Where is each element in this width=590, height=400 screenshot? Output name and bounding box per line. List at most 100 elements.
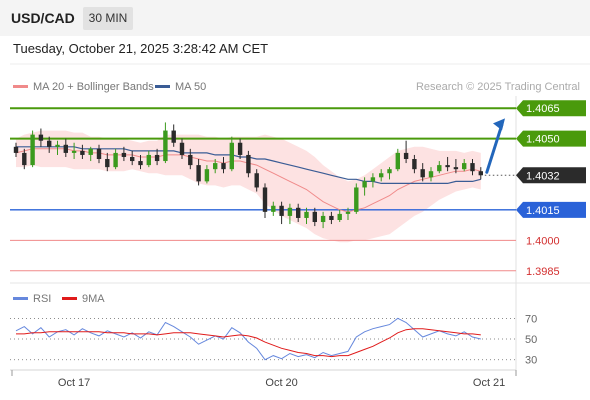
candle [320,211,326,229]
candle-body [445,165,450,168]
candle [63,138,68,157]
resistance-label: 1.4065 [526,103,560,115]
candle-body [462,163,467,170]
candle [387,167,392,180]
candle [379,169,384,182]
candle [296,203,301,223]
candle [304,207,309,225]
candle [412,154,417,174]
candle-body [287,207,293,216]
candle-body [362,181,367,188]
candle-body [196,165,201,182]
candle-body [22,152,27,166]
last-price-label: 1.4032 [526,170,560,182]
attribution: Research © 2025 Trading Central [416,81,580,93]
candle [271,201,276,216]
rsi-line [15,317,481,361]
time-axis: Oct 17 Oct 20 Oct 21 [11,370,517,389]
projection-arrow [485,118,505,174]
candle [96,144,102,164]
projection-arrow-shaft [485,122,504,174]
candle [370,173,376,188]
candle [163,122,168,164]
candle-body [71,150,77,153]
candle-body [229,142,234,170]
candle [403,140,409,164]
candle-body [138,161,143,166]
legend-rsi-swatch [13,297,28,300]
candle-body [478,171,483,176]
rsi-panel: 70 50 30 [10,313,537,367]
candle [462,159,467,172]
legend-ma20-label: MA 20 + Bollinger Bands [33,81,154,93]
bollinger-bands [16,130,481,243]
candle [420,163,425,182]
support-label: 1.4000 [526,235,560,247]
candle-body [437,165,442,172]
candle [113,148,118,170]
candle [13,142,19,157]
candle-body [146,154,151,166]
chart-header: USD/CAD 30 MIN [0,0,590,36]
candle-body [453,167,459,170]
candle [470,159,475,176]
candle [80,144,85,160]
candle-body [312,211,317,223]
candle [329,211,334,225]
resistance-label-tag [516,100,586,117]
candle-body [63,144,68,153]
timeframe-button[interactable]: 30 MIN [83,7,133,30]
candle-body [354,187,359,212]
candle-body [237,142,243,155]
candle [196,159,201,186]
candle-body [403,152,409,160]
legend: MA 20 + Bollinger Bands MA 50 [13,81,206,93]
candle-body [13,146,19,153]
candle [30,130,35,168]
candle [55,140,60,155]
candle [188,148,193,170]
candle [154,148,160,166]
candle-body [154,154,160,162]
candle [22,148,27,170]
candle-body [113,152,118,168]
candle-body [55,144,60,147]
candle-body [96,148,102,160]
rsi-tick-label: 50 [525,334,537,346]
candle-body [221,163,226,170]
candle-body [379,173,384,178]
candle [312,207,317,227]
candle-body [329,215,334,220]
candle-body [470,163,475,172]
candle-body [279,205,284,216]
candle [229,136,234,172]
candle-body [130,156,135,162]
candle-body [254,173,259,188]
candle [254,169,259,192]
candle-body [296,207,301,218]
candle-body [163,130,168,162]
rsi-tick-label: 30 [525,355,537,367]
candle [47,136,52,153]
x-axis-label: Oct 20 [265,377,297,389]
rsi-legend: RSI 9MA [13,293,105,305]
candle-body [345,211,351,214]
candle [213,159,218,174]
candle [88,146,93,162]
candle-body [171,130,176,143]
candle-body [88,148,93,155]
pivot-label-tag [516,201,586,218]
candle [345,207,351,220]
candle-body [320,215,326,223]
x-axis-label: Oct 21 [473,377,505,389]
candle [138,154,143,170]
candle-body [387,169,392,174]
rsi-tick-label: 70 [525,313,537,325]
candle-body [213,163,218,170]
legend-rsi-label: RSI [33,293,51,305]
candle [362,177,367,196]
candle-body [204,169,210,182]
legend-ma50-swatch [155,85,170,88]
candle-body [38,134,44,141]
